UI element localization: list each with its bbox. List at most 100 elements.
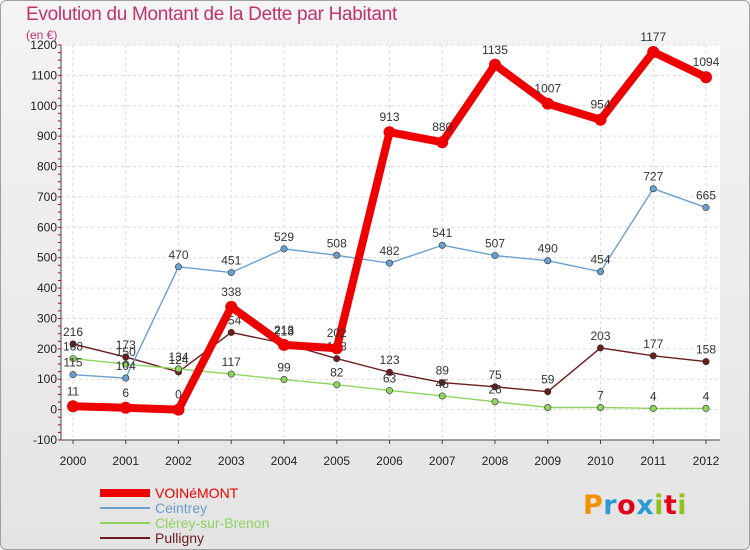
series-ceintrey: 115 104 470 451 529 508 482 541 507 490 454 727 665 [63, 170, 716, 382]
logo-letter: i [654, 490, 664, 521]
data-point [544, 403, 552, 411]
data-label: 177 [643, 337, 663, 351]
data-point [385, 386, 393, 394]
y-tick-label: 500 [37, 251, 57, 265]
data-point [227, 269, 235, 277]
data-point [278, 338, 290, 351]
y-tick-label: -100 [33, 433, 57, 447]
data-point [225, 300, 238, 313]
x-tick-label: 2000 [60, 454, 87, 468]
logo-letter: x [636, 490, 655, 521]
data-label: 1177 [640, 30, 666, 44]
data-point [172, 403, 185, 416]
data-point [702, 204, 710, 212]
data-point [333, 355, 341, 363]
data-point [227, 328, 235, 336]
chart-title: Evolution du Montant de la Dette par Hab… [26, 4, 397, 25]
logo-letter: t [663, 490, 678, 521]
data-label: 482 [379, 244, 399, 258]
data-label: 202 [327, 326, 347, 340]
data-point [280, 376, 288, 384]
data-point [489, 58, 501, 71]
data-label: 11 [67, 384, 80, 398]
proxiti-logo: Proxiti [583, 490, 687, 521]
data-label: 507 [485, 237, 505, 251]
data-point [649, 185, 657, 193]
y-tick-label: 1200 [30, 38, 57, 52]
data-point [69, 340, 77, 348]
data-point [596, 344, 604, 352]
x-tick-label: 2006 [376, 454, 403, 468]
y-tick-label: 800 [37, 160, 57, 174]
data-label: 7 [597, 388, 604, 402]
data-label: 203 [590, 329, 610, 343]
data-label: 529 [274, 230, 294, 244]
data-label: 1007 [534, 82, 561, 96]
data-label: 880 [432, 120, 452, 134]
data-label: 150 [116, 345, 136, 359]
data-point [596, 268, 604, 276]
data-point [438, 241, 446, 249]
data-point [541, 97, 554, 110]
data-label: 124 [168, 353, 188, 367]
data-point [594, 113, 607, 126]
data-label: 45 [436, 377, 450, 391]
data-point [67, 400, 79, 413]
y-tick-label: 900 [37, 129, 57, 143]
x-tick-label: 2001 [112, 454, 139, 468]
x-tick-label: 2011 [640, 454, 666, 468]
data-label: 104 [116, 359, 136, 373]
data-label: 470 [168, 248, 188, 262]
y-tick-label: 1100 [31, 68, 57, 82]
x-tick-label: 2002 [165, 454, 192, 468]
data-point [385, 259, 393, 267]
data-point [383, 126, 396, 139]
data-point [647, 45, 660, 58]
data-point [700, 71, 712, 84]
legend-label: Clérey-sur-Brenon [155, 515, 269, 531]
x-tick-label: 2010 [587, 454, 614, 468]
data-point [69, 355, 77, 363]
logo-letter: i [677, 490, 688, 521]
chart-unit: (en €) [26, 28, 58, 42]
logo-letter: r [603, 490, 618, 521]
data-label: 451 [221, 254, 241, 268]
data-label: 954 [590, 98, 610, 112]
data-label: 6 [122, 386, 129, 400]
x-tick-label: 2012 [693, 454, 720, 468]
data-point [385, 368, 393, 376]
x-tick-label: 2003 [218, 454, 245, 468]
data-label: 26 [488, 383, 502, 397]
data-label: 727 [643, 170, 663, 184]
y-tick-label: 700 [37, 190, 57, 204]
data-label: 4 [650, 389, 657, 403]
data-point [122, 374, 130, 382]
legend-label: Pulligny [155, 530, 204, 546]
data-point [544, 257, 552, 265]
x-tick-label: 2009 [534, 454, 561, 468]
data-label: 89 [436, 364, 450, 378]
data-label: 82 [330, 366, 344, 380]
data-point [119, 401, 132, 414]
series-lines: 2161731242542181681238975592031771581681… [63, 30, 720, 416]
data-label: 1094 [693, 55, 720, 69]
x-tick-label: 2007 [429, 454, 456, 468]
y-tick-label: 600 [37, 220, 57, 234]
data-point [649, 352, 657, 360]
data-point [491, 252, 499, 260]
data-point [702, 404, 710, 412]
data-label: 123 [379, 353, 399, 367]
x-tick-label: 2005 [323, 454, 350, 468]
data-label: 115 [63, 356, 82, 370]
data-point [491, 383, 499, 391]
data-label: 508 [327, 236, 347, 250]
data-label: 0 [175, 388, 182, 402]
data-label: 158 [696, 343, 716, 357]
logo-letter: o [617, 490, 637, 521]
data-label: 134 [168, 350, 188, 364]
data-label: 218 [274, 324, 294, 338]
data-point [702, 358, 710, 366]
legend-label: Ceintrey [155, 500, 207, 516]
data-point [69, 371, 77, 379]
